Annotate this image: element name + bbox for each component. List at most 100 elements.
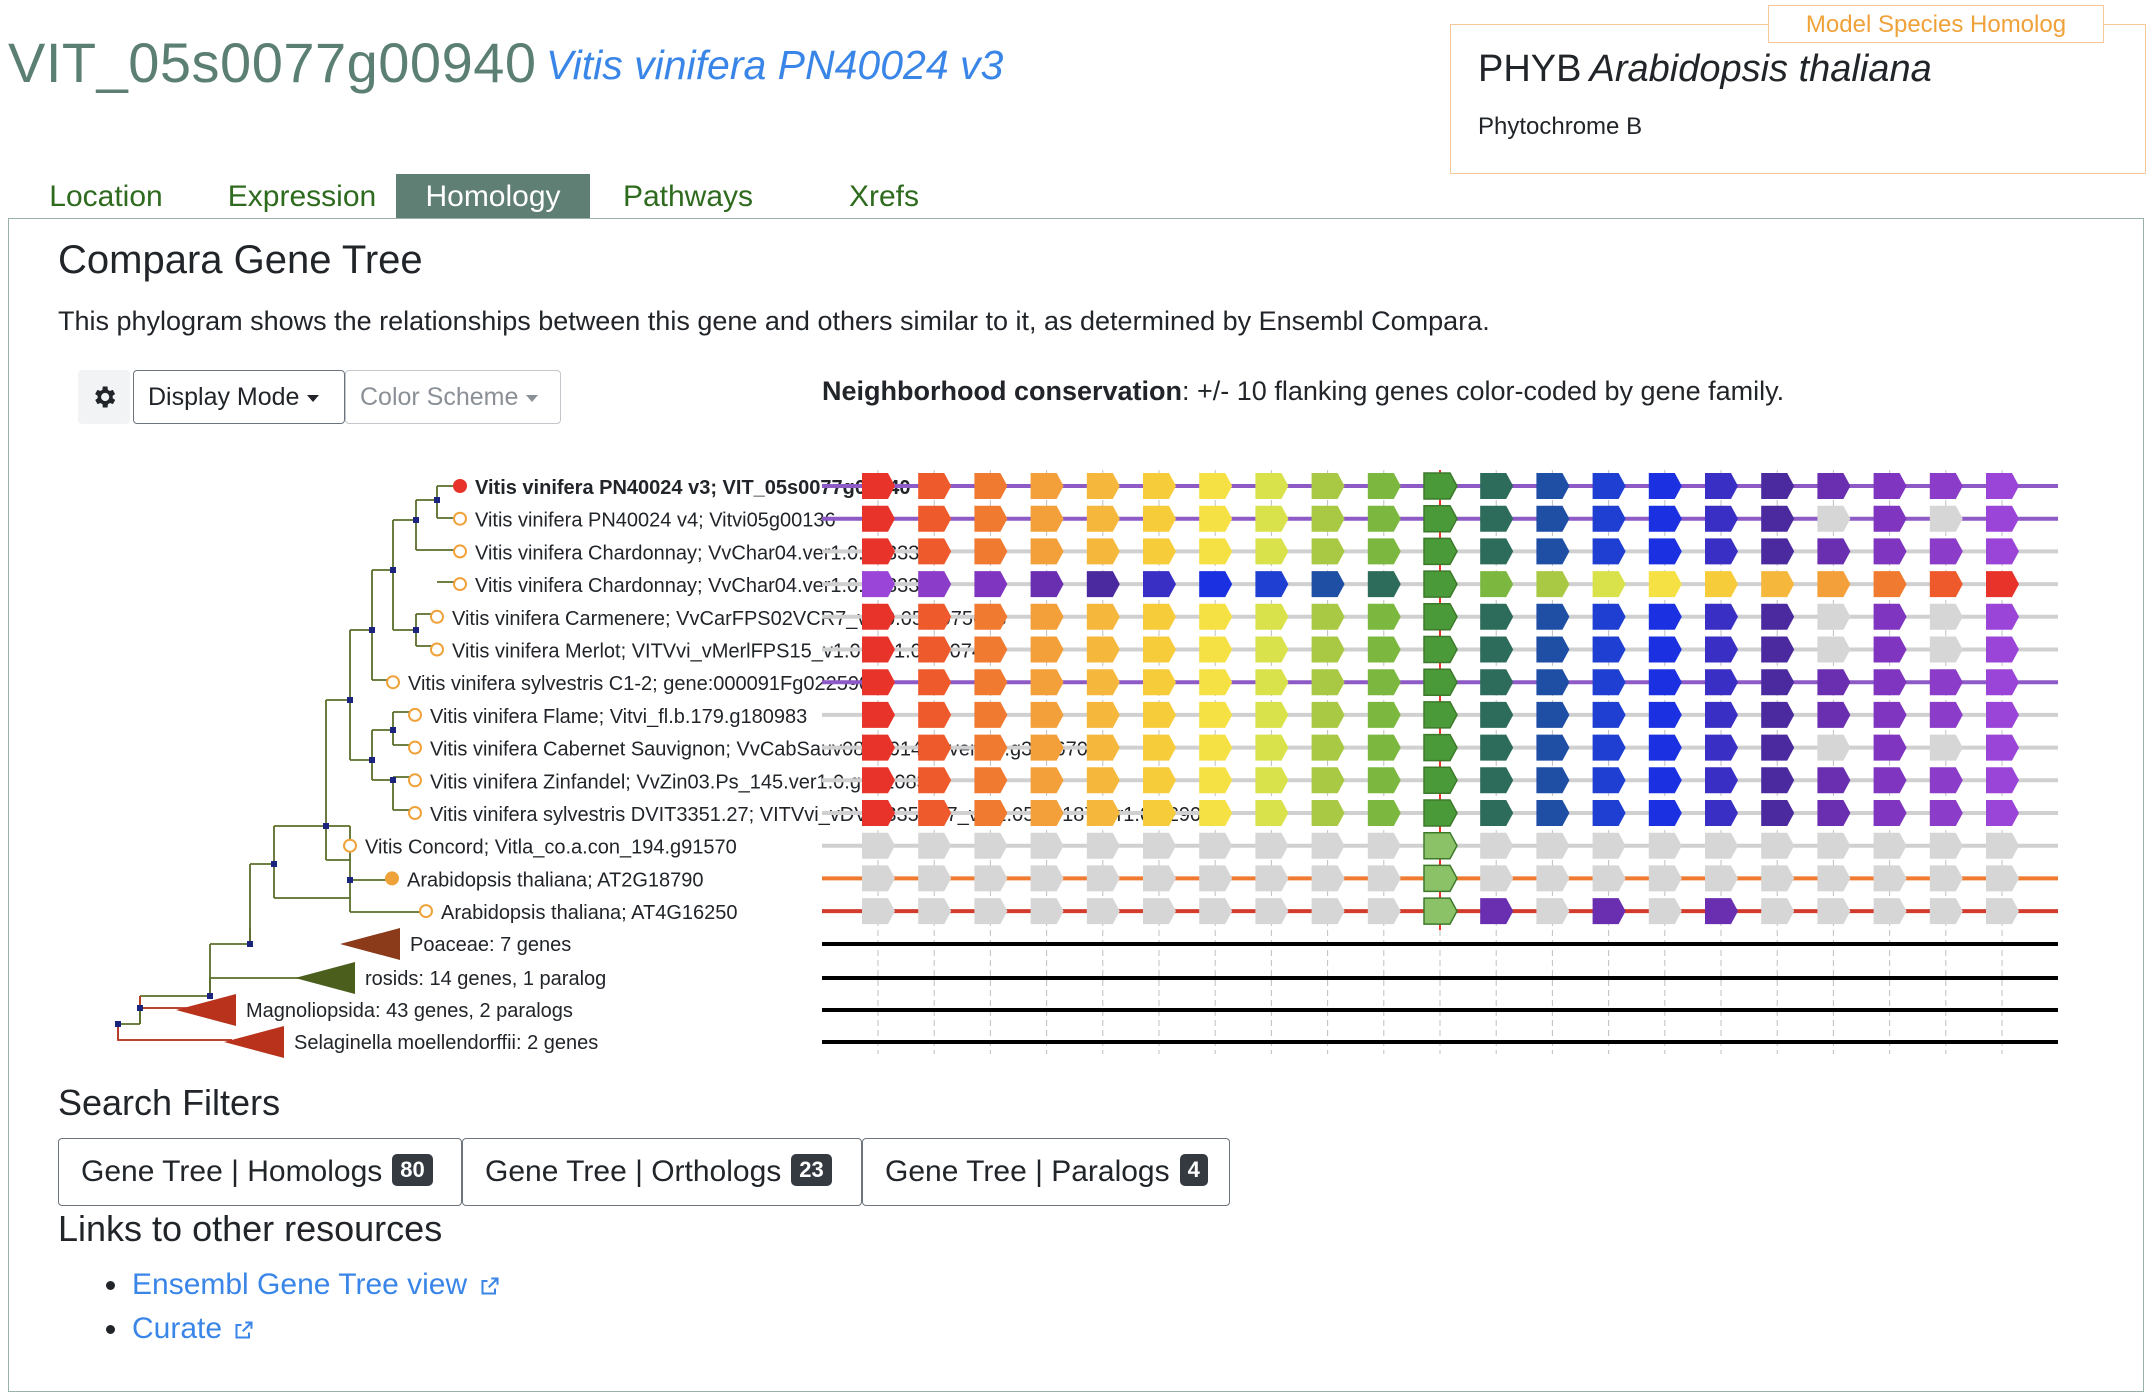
gene-arrow bbox=[1536, 636, 1570, 663]
gene-arrow bbox=[918, 538, 952, 565]
leaf-marker bbox=[419, 904, 433, 919]
gene-arrow bbox=[1030, 603, 1064, 630]
gene-arrow bbox=[1480, 767, 1514, 794]
gene-arrow bbox=[1423, 733, 1458, 762]
gene-arrow bbox=[1986, 898, 2019, 925]
gene-arrow bbox=[1648, 767, 1682, 794]
tab-expression[interactable]: Expression bbox=[227, 180, 377, 213]
tab-homology[interactable]: Homology bbox=[396, 174, 590, 218]
homolog-species: Arabidopsis thaliana bbox=[1589, 48, 1932, 90]
gene-arrow bbox=[1986, 767, 2019, 794]
gene-arrow bbox=[862, 505, 895, 532]
gene-arrow bbox=[1761, 898, 1795, 925]
orthologs-filter-button[interactable]: Gene Tree | Orthologs 23 bbox=[462, 1138, 862, 1206]
gene-arrow bbox=[1761, 767, 1795, 794]
gene-arrow bbox=[1929, 800, 1963, 826]
leaf-marker bbox=[385, 871, 399, 886]
gene-arrow bbox=[1311, 538, 1345, 565]
gene-arrow bbox=[1817, 865, 1851, 892]
gene-arrow bbox=[1873, 832, 1907, 859]
tree-node bbox=[369, 627, 375, 633]
tree-leaf-label: Vitis Concord; Vitla_co.a.con_194.g91570 bbox=[365, 837, 737, 859]
gene-arrow bbox=[1199, 734, 1233, 761]
leaf-marker bbox=[453, 479, 467, 493]
tree-leaf-label: Vitis vinifera PN40024 v3; VIT_05s0077g0… bbox=[475, 477, 910, 499]
ensembl-gene-tree-link[interactable]: Ensembl Gene Tree view bbox=[132, 1268, 500, 1302]
gene-arrow bbox=[1705, 832, 1738, 859]
gene-arrow bbox=[1536, 505, 1570, 532]
gene-arrow bbox=[1986, 701, 2019, 728]
gene-arrow bbox=[1143, 701, 1176, 728]
gene-arrow bbox=[1480, 473, 1514, 499]
gene-arrow bbox=[1143, 832, 1176, 859]
gene-arrow bbox=[862, 832, 895, 859]
color-scheme-dropdown[interactable]: Color Scheme bbox=[345, 370, 561, 424]
gene-arrow bbox=[1536, 800, 1570, 826]
gene-arrow bbox=[918, 767, 952, 794]
gene-arrow bbox=[1423, 701, 1458, 729]
gene-arrow bbox=[1367, 538, 1401, 565]
tree-node bbox=[369, 757, 375, 763]
tree-leaf-label: Arabidopsis thaliana; AT4G16250 bbox=[441, 902, 738, 924]
chevron-down-icon bbox=[526, 394, 539, 402]
gene-arrow bbox=[1480, 832, 1514, 859]
tree-leaf-label: Vitis vinifera Chardonnay; VvChar04.ver1… bbox=[475, 542, 942, 564]
gene-arrow bbox=[1929, 734, 1963, 761]
gene-arrow bbox=[1255, 800, 1289, 826]
gene-arrow bbox=[1986, 832, 2019, 859]
curate-link[interactable]: Curate bbox=[132, 1312, 254, 1346]
gene-arrow bbox=[1311, 473, 1345, 499]
gene-arrow bbox=[1536, 865, 1570, 892]
gene-arrow bbox=[1592, 669, 1626, 696]
gene-arrow bbox=[1367, 734, 1401, 761]
gene-arrow bbox=[1367, 505, 1401, 532]
gear-icon bbox=[95, 386, 116, 408]
tree-clade-label: Magnoliopsida: 43 genes, 2 paralogs bbox=[246, 1000, 573, 1022]
gene-arrow bbox=[1705, 538, 1738, 565]
gene-arrow bbox=[974, 734, 1008, 761]
gene-arrow bbox=[1311, 505, 1345, 532]
tab-pathways[interactable]: Pathways bbox=[622, 180, 754, 213]
gene-arrow bbox=[1086, 538, 1120, 565]
gene-arrow bbox=[1592, 734, 1626, 761]
gene-arrow bbox=[1761, 832, 1795, 859]
list-bullet bbox=[106, 1325, 115, 1334]
tab-xrefs[interactable]: Xrefs bbox=[848, 180, 920, 213]
gene-arrow bbox=[862, 603, 895, 630]
gene-arrow bbox=[918, 669, 952, 696]
gene-arrow bbox=[974, 800, 1008, 826]
gene-arrow bbox=[1648, 832, 1682, 859]
gene-arrow bbox=[1367, 473, 1401, 499]
gene-arrow bbox=[1255, 571, 1289, 598]
tree-node bbox=[390, 777, 396, 783]
gene-arrow bbox=[1873, 505, 1907, 532]
leaf-marker bbox=[430, 642, 444, 657]
settings-button[interactable] bbox=[78, 370, 130, 424]
gene-arrow bbox=[1255, 898, 1289, 925]
gene-arrow bbox=[1086, 734, 1120, 761]
gene-arrow bbox=[1199, 571, 1233, 598]
gene-arrow bbox=[1423, 766, 1458, 795]
display-mode-dropdown[interactable]: Display Mode bbox=[133, 370, 345, 424]
gene-arrow bbox=[1199, 669, 1233, 696]
gene-arrow bbox=[1367, 571, 1401, 598]
homology-panel bbox=[8, 218, 2144, 1392]
gene-arrow bbox=[1311, 571, 1345, 598]
gene-arrow bbox=[1086, 571, 1120, 598]
gene-arrow bbox=[1873, 898, 1907, 925]
tree-leaf-label: Arabidopsis thaliana; AT2G18790 bbox=[407, 869, 704, 891]
gene-arrow bbox=[1423, 831, 1458, 860]
tab-location[interactable]: Location bbox=[49, 180, 163, 213]
gene-arrow bbox=[1480, 898, 1514, 925]
gene-arrow bbox=[1255, 701, 1289, 728]
external-link-icon bbox=[481, 1277, 498, 1295]
gene-arrow bbox=[1705, 767, 1738, 794]
paralogs-filter-button[interactable]: Gene Tree | Paralogs 4 bbox=[862, 1138, 1230, 1206]
homologs-filter-label: Gene Tree | Homologs bbox=[81, 1155, 383, 1188]
gene-arrow bbox=[1255, 734, 1289, 761]
tree-node bbox=[390, 727, 396, 733]
gene-arrow bbox=[1536, 571, 1570, 598]
homologs-filter-button[interactable]: Gene Tree | Homologs 80 bbox=[58, 1138, 462, 1206]
gene-arrow bbox=[1199, 832, 1233, 859]
